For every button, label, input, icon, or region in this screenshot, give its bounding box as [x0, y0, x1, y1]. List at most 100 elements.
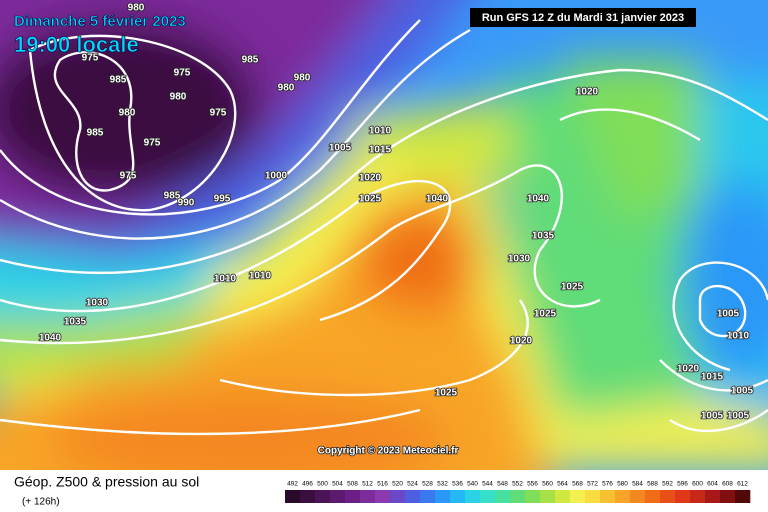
color-swatch: [705, 490, 721, 503]
color-swatch: [315, 490, 331, 503]
isobar-label: 1035: [532, 231, 555, 242]
colorbar-label: 528: [422, 481, 433, 488]
color-swatch: [420, 490, 436, 503]
colorbar-label: 520: [392, 481, 403, 488]
isobar-label: 1020: [510, 336, 533, 347]
colorbar-label: 608: [722, 481, 733, 488]
isobar-label: 1025: [561, 282, 584, 293]
color-swatch: [465, 490, 481, 503]
colorbar-label: 584: [632, 481, 643, 488]
colorbar-label: 564: [557, 481, 568, 488]
color-swatch: [720, 490, 736, 503]
colorbar-label: 572: [587, 481, 598, 488]
color-swatch: [450, 490, 466, 503]
isobar-label: 1020: [359, 173, 382, 184]
color-swatch: [435, 490, 451, 503]
colorbar-label: 492: [287, 481, 298, 488]
isobar-label: 1010: [369, 126, 392, 137]
color-swatch: [555, 490, 571, 503]
isobar-label: 985: [164, 191, 181, 202]
colorbar-label: 580: [617, 481, 628, 488]
isobar-label: 985: [110, 75, 127, 86]
colorbar-label: 588: [647, 481, 658, 488]
isobar-label: 995: [214, 194, 231, 205]
colorbar-label: 504: [332, 481, 343, 488]
isobar-label: 1010: [214, 274, 237, 285]
isobar-label: 985: [87, 128, 104, 139]
isobar-label: 975: [174, 68, 191, 79]
color-swatch: [570, 490, 586, 503]
colorbar-label: 548: [497, 481, 508, 488]
color-swatch: [405, 490, 421, 503]
colorbar-label: 544: [482, 481, 493, 488]
isobar-label: 990: [178, 198, 195, 209]
colorbar-label: 516: [377, 481, 388, 488]
color-swatch: [360, 490, 376, 503]
isobar-label: 1025: [534, 309, 557, 320]
isobar-label: 1040: [426, 194, 449, 205]
isobar-label: 980: [278, 83, 295, 94]
isobar-label: 1005: [727, 411, 750, 422]
date: Dimanche 5 février 2023: [14, 13, 186, 30]
isobar-label: 975: [210, 108, 227, 119]
color-swatch: [645, 490, 661, 503]
isobar-label: 1030: [86, 298, 109, 309]
isobar-label: 1010: [727, 331, 750, 342]
isobar-label: 975: [144, 138, 161, 149]
colorbar-label: 540: [467, 481, 478, 488]
colorbar-label: 576: [602, 481, 613, 488]
footer-title: Géop. Z500 & pression au sol: [14, 474, 199, 490]
isobar-label: 1005: [717, 309, 740, 320]
colorbar-label: 552: [512, 481, 523, 488]
run-info: Run GFS 12 Z du Mardi 31 janvier 2023: [482, 12, 684, 24]
color-swatch: [375, 490, 391, 503]
isobar-label: 1040: [527, 194, 550, 205]
color-swatch: [345, 490, 361, 503]
isobars: [0, 19, 768, 436]
colorbar-label: 556: [527, 481, 538, 488]
colorbar-label: 508: [347, 481, 358, 488]
colorbar-label: 612: [737, 481, 748, 488]
time: 19:00 locale: [14, 32, 139, 57]
isobar-label: 980: [128, 3, 145, 14]
isobar-label: 985: [242, 55, 259, 66]
color-swatch: [330, 490, 346, 503]
colorbar-label: 600: [692, 481, 703, 488]
colorbar-label: 496: [302, 481, 313, 488]
colorbar-label: 512: [362, 481, 373, 488]
color-swatch: [615, 490, 631, 503]
isobar-label: 1010: [249, 271, 272, 282]
footer-lead: (+ 126h): [22, 497, 60, 508]
color-swatch: [675, 490, 691, 503]
isobar-label: 980: [170, 92, 187, 103]
isobar-label: 975: [120, 171, 137, 182]
color-swatch: [585, 490, 601, 503]
isobar-label: 1030: [508, 254, 531, 265]
color-swatch: [600, 490, 616, 503]
isobar-label: 1015: [701, 372, 724, 383]
colorbar-label: 592: [662, 481, 673, 488]
isobar-label: 980: [294, 73, 311, 84]
isobar-label: 1005: [329, 143, 352, 154]
colorbar-label: 604: [707, 481, 718, 488]
isobar-label: 1040: [39, 333, 62, 344]
color-swatch: [690, 490, 706, 503]
isobar-label: 1025: [435, 388, 458, 399]
isobar-label: 1020: [677, 364, 700, 375]
run-box: [470, 8, 696, 27]
colorbar-label: 568: [572, 481, 583, 488]
colorbar-label: 524: [407, 481, 418, 488]
colorbar-label: 596: [677, 481, 688, 488]
color-swatch: [480, 490, 496, 503]
color-swatch: [495, 490, 511, 503]
color-swatch: [285, 490, 301, 503]
color-swatch: [300, 490, 316, 503]
color-swatch: [510, 490, 526, 503]
color-swatch: [540, 490, 556, 503]
copyright: Copyright © 2023 Meteociel.fr: [318, 446, 459, 457]
colorbar-label: 500: [317, 481, 328, 488]
colorbar-label: 560: [542, 481, 553, 488]
